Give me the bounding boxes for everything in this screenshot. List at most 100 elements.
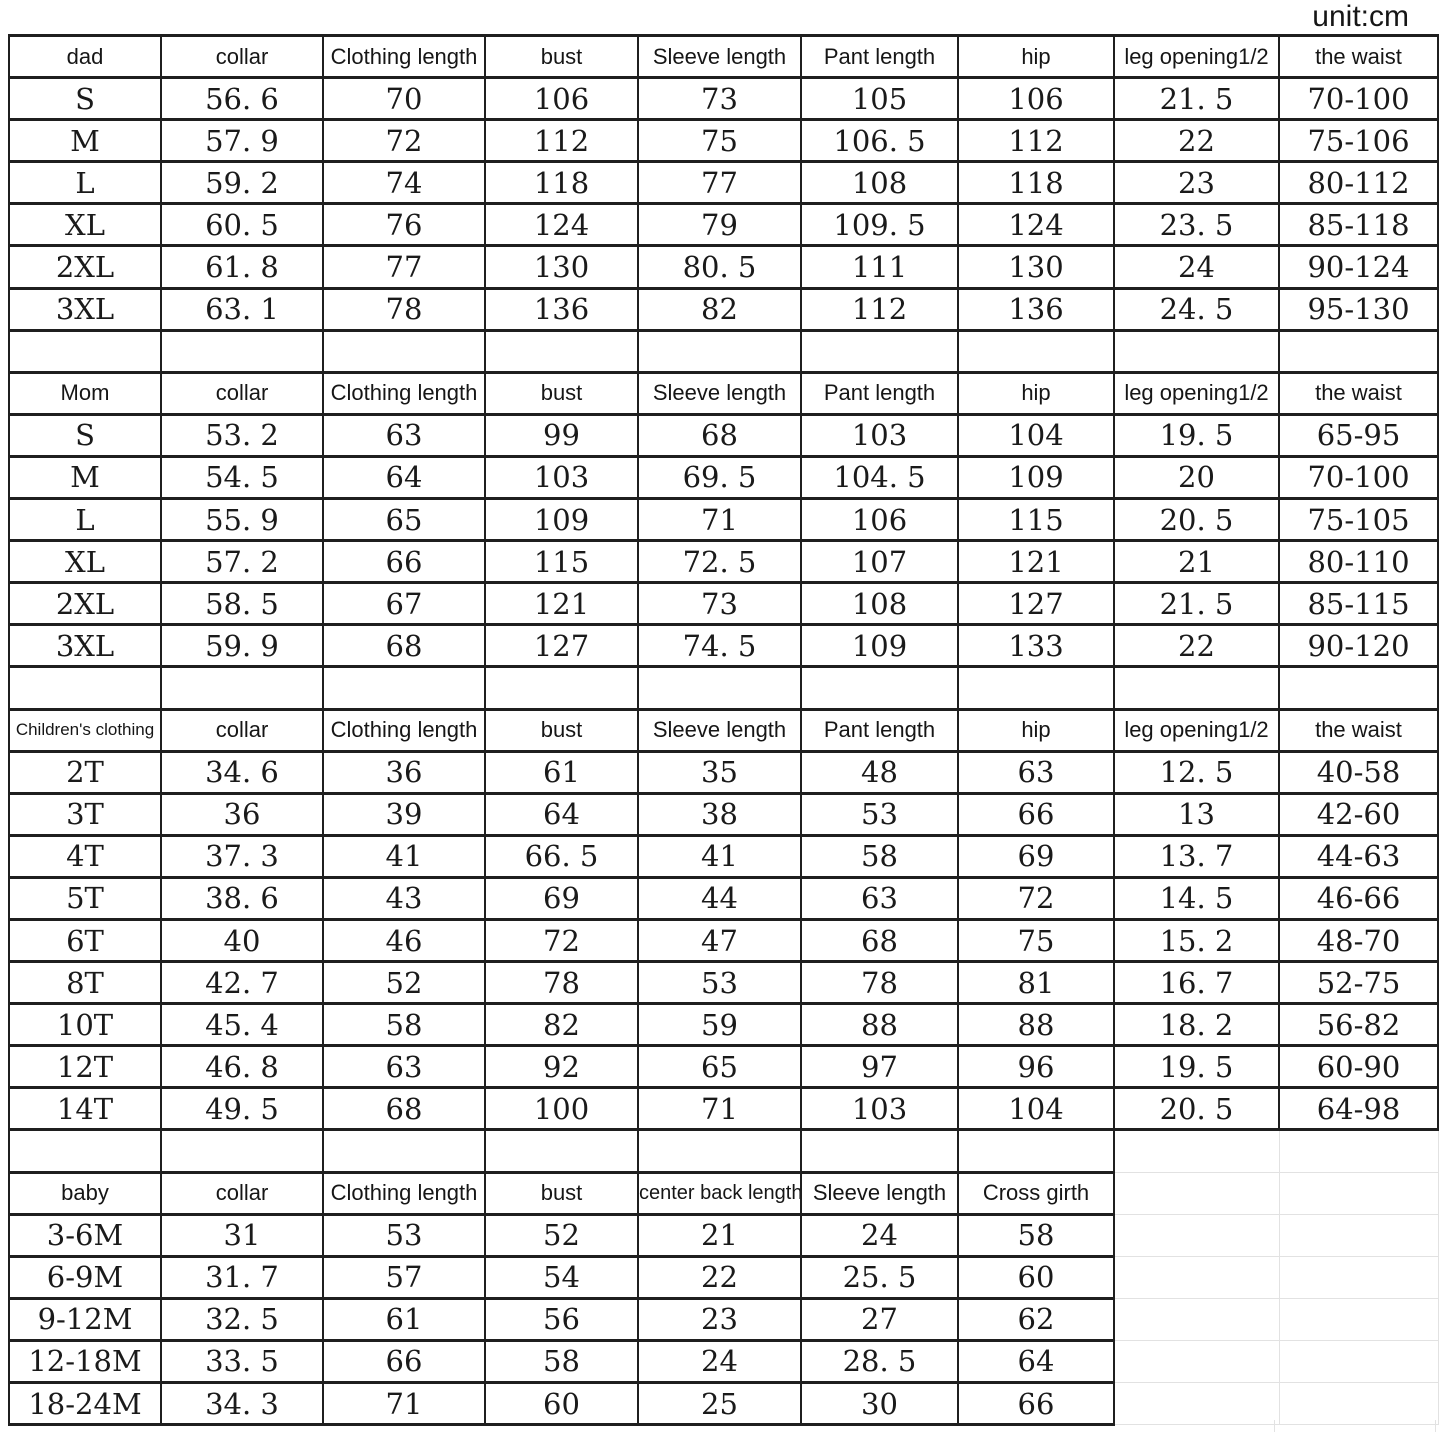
size-value-cell: 61 (484, 749, 639, 795)
size-value-cell: 105 (800, 76, 959, 122)
size-label-cell: 4T (8, 833, 162, 879)
size-value-cell: 56-82 (1278, 1002, 1439, 1048)
size-value-cell: 22 (637, 1254, 802, 1300)
spacer-cell (800, 328, 959, 374)
size-label-cell: 6T (8, 917, 162, 964)
size-value-cell: 109 (800, 623, 959, 669)
size-value-cell: 133 (957, 623, 1115, 669)
data-row: 12-18M 33. 5 66 58 24 28. 5 64 (8, 1338, 1439, 1385)
size-value-cell: 115 (484, 539, 639, 585)
size-value-cell: 99 (484, 412, 639, 458)
header-cell: bust (484, 1170, 639, 1216)
size-value-cell: 21. 5 (1113, 581, 1280, 627)
size-value-cell: 60 (957, 1254, 1115, 1300)
size-value-cell: 85-115 (1278, 581, 1439, 627)
header-cell: hip (957, 33, 1115, 80)
size-value-cell: 46 (322, 917, 486, 964)
faint-cell (1113, 1213, 1280, 1257)
size-label-cell: 6-9M (8, 1254, 162, 1300)
size-value-cell: 108 (800, 581, 959, 627)
size-value-cell: 46. 8 (160, 1044, 324, 1090)
data-row: 3T 36 39 64 38 53 66 13 42-60 (8, 791, 1439, 837)
size-value-cell: 22 (1113, 623, 1280, 669)
size-value-cell: 56. 6 (160, 76, 324, 122)
size-value-cell: 42. 7 (160, 960, 324, 1006)
size-value-cell: 71 (322, 1380, 486, 1427)
size-label-cell: XL (8, 202, 162, 248)
size-value-cell: 106 (957, 76, 1115, 122)
size-value-cell: 28. 5 (800, 1338, 959, 1385)
size-value-cell: 13. 7 (1113, 833, 1280, 879)
header-cell: collar (160, 1170, 324, 1216)
size-label-cell: 8T (8, 960, 162, 1006)
spacer-cell (322, 1128, 486, 1174)
size-value-cell: 53. 2 (160, 412, 324, 458)
header-row-dad: dad collar Clothing length bust Sleeve lengt… (8, 33, 1439, 80)
size-value-cell: 49. 5 (160, 1086, 324, 1132)
size-value-cell: 62 (957, 1296, 1115, 1342)
size-value-cell: 104 (957, 412, 1115, 458)
header-cell: Clothing length (322, 707, 486, 753)
size-value-cell: 68 (322, 1086, 486, 1132)
size-value-cell: 90-124 (1278, 244, 1439, 290)
size-label-cell: S (8, 412, 162, 458)
size-value-cell: 15. 2 (1113, 917, 1280, 964)
spacer-cell (484, 1128, 639, 1174)
spacer-cell (1278, 665, 1439, 711)
header-cell: collar (160, 707, 324, 753)
header-cell: bust (484, 33, 639, 80)
spacer-cell (637, 665, 802, 711)
size-value-cell: 79 (637, 202, 802, 248)
header-cell: Mom (8, 370, 162, 416)
data-row: 12T 46. 8 63 92 65 97 96 19. 5 60-90 (8, 1044, 1439, 1090)
size-value-cell: 21 (637, 1212, 802, 1258)
size-label-cell: 18-24M (8, 1380, 162, 1427)
size-value-cell: 66 (957, 1380, 1115, 1427)
size-value-cell: 44 (637, 875, 802, 921)
size-label-cell: 10T (8, 1002, 162, 1048)
size-value-cell: 112 (957, 118, 1115, 164)
faint-cell (1113, 1297, 1280, 1341)
size-value-cell: 34. 6 (160, 749, 324, 795)
size-value-cell: 59 (637, 1002, 802, 1048)
data-row: 3XL 59. 9 68 127 74. 5 109 133 22 90-120 (8, 623, 1439, 669)
header-row-baby: baby collar Clothing length bust center back… (8, 1170, 1439, 1216)
size-value-cell: 80. 5 (637, 244, 802, 290)
size-value-cell: 23 (1113, 160, 1280, 206)
size-value-cell: 77 (322, 244, 486, 290)
size-label-cell: 3XL (8, 623, 162, 669)
size-value-cell: 21. 5 (1113, 76, 1280, 122)
size-value-cell: 72 (322, 118, 486, 164)
size-value-cell: 60. 5 (160, 202, 324, 248)
size-value-cell: 13 (1113, 791, 1280, 837)
header-row-children: Children's clothing collar Clothing length… (8, 707, 1439, 753)
size-label-cell: L (8, 497, 162, 543)
header-cell: bust (484, 707, 639, 753)
size-value-cell: 65 (322, 497, 486, 543)
spacer-cell (8, 665, 162, 711)
size-value-cell: 68 (322, 623, 486, 669)
size-label-cell: M (8, 454, 162, 501)
spacer-cell (484, 665, 639, 711)
size-value-cell: 82 (484, 1002, 639, 1048)
data-row: L 59. 2 74 118 77 108 118 23 80-112 (8, 160, 1439, 206)
size-value-cell: 64 (484, 791, 639, 837)
size-chart-body: dad collar Clothing length bust Sleeve lengt… (8, 33, 1439, 1427)
header-cell: hip (957, 707, 1115, 753)
size-value-cell: 46-66 (1278, 875, 1439, 921)
size-value-cell: 58 (484, 1338, 639, 1385)
size-value-cell: 118 (957, 160, 1115, 206)
header-cell: collar (160, 33, 324, 80)
data-row: 3XL 63. 1 78 136 82 112 136 24. 5 95-130 (8, 286, 1439, 332)
size-label-cell: 3XL (8, 286, 162, 332)
size-value-cell: 70-100 (1278, 454, 1439, 501)
size-value-cell: 47 (637, 917, 802, 964)
size-value-cell: 111 (800, 244, 959, 290)
size-value-cell: 38 (637, 791, 802, 837)
size-value-cell: 74 (322, 160, 486, 206)
size-value-cell: 136 (484, 286, 639, 332)
size-value-cell: 121 (484, 581, 639, 627)
size-value-cell: 52 (484, 1212, 639, 1258)
size-value-cell: 70 (322, 76, 486, 122)
size-value-cell: 69 (484, 875, 639, 921)
